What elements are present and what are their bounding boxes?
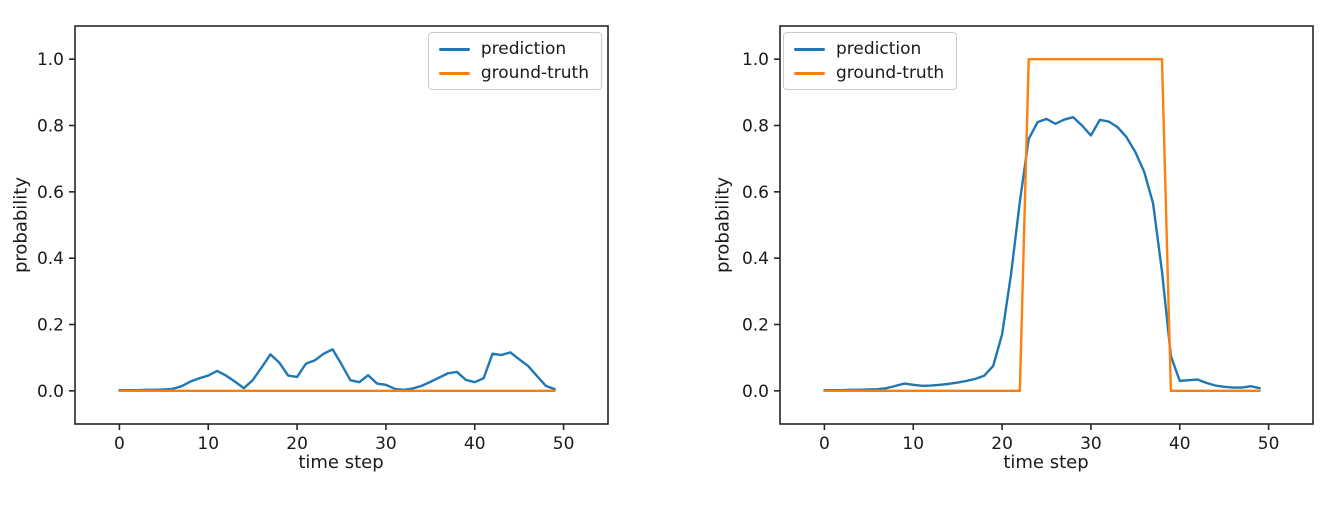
y-tick-label: 0.6 [742, 183, 769, 203]
legend-label: ground-truth [836, 62, 945, 83]
y-axis-label: probability [10, 176, 32, 274]
y-tick-label: 0.4 [37, 249, 64, 269]
legend-item-prediction: prediction [438, 39, 589, 59]
y-tick-label: 0.0 [37, 382, 64, 402]
prediction-line [118, 348, 556, 392]
x-axis-label: time step [298, 452, 384, 473]
x-tick-label: 10 [197, 434, 219, 454]
x-tick-label: 0 [819, 434, 830, 454]
y-tick-label: 0.8 [37, 117, 64, 137]
legend-label: prediction [836, 39, 922, 59]
legend-label: ground-truth [480, 62, 589, 83]
y-tick-label: 1.0 [37, 50, 64, 70]
legend-item-ground-truth: ground-truth [794, 62, 945, 83]
x-tick-label: 20 [286, 434, 308, 454]
legend-item-ground-truth: ground-truth [438, 62, 589, 83]
legend: prediction ground-truth [783, 32, 958, 91]
y-tick-label: 0.6 [37, 183, 64, 203]
y-tick-label: 0.8 [742, 117, 769, 137]
y-tick-label: 1.0 [742, 50, 769, 70]
x-tick-label: 30 [1080, 434, 1102, 454]
x-tick-label: 20 [991, 434, 1013, 454]
y-tick-label: 0.2 [742, 316, 769, 336]
x-tick-label: 50 [1258, 434, 1280, 454]
ground-truth-line-swatch [438, 71, 470, 75]
x-axis-label: time step [1003, 452, 1089, 473]
y-tick-label: 0.2 [37, 316, 64, 336]
x-tick-label: 40 [464, 434, 486, 454]
y-tick-label: 0.4 [742, 249, 769, 269]
legend-label: prediction [480, 39, 567, 59]
ground-truth-line-swatch [794, 71, 825, 75]
prediction-line-swatch [794, 47, 825, 51]
y-tick-label: 0.0 [742, 382, 769, 402]
y-axis-label: probability [712, 176, 734, 274]
axes-frame [779, 25, 1314, 425]
chart-left-plot-area: 0 10 20 30 40 50 0.0 0.2 0.4 0.6 0.8 1.0 [37, 25, 609, 454]
chart-right: 0 10 20 30 40 50 0.0 0.2 0.4 0.6 0.8 1.0 time step … [664, 0, 1328, 506]
prediction-line [823, 116, 1261, 392]
prediction-line-swatch [438, 47, 470, 51]
x-tick-label: 30 [375, 434, 397, 454]
chart-right-plot-area: 0 10 20 30 40 50 0.0 0.2 0.4 0.6 0.8 1.0 [742, 25, 1314, 454]
x-tick-label: 10 [902, 434, 924, 454]
x-tick-label: 0 [114, 434, 125, 454]
legend-item-prediction: prediction [794, 40, 944, 59]
x-tick-label: 40 [1169, 434, 1191, 454]
ground-truth-line [823, 57, 1261, 393]
chart-left: 0 10 20 30 40 50 0.0 0.2 0.4 0.6 0.8 1.0 time step … [10, 25, 609, 473]
axes-frame [74, 25, 609, 425]
legend: prediction ground-truth [427, 32, 602, 91]
x-tick-label: 50 [553, 434, 575, 454]
